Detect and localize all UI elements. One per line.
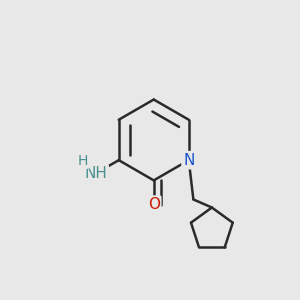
Text: N: N xyxy=(183,153,194,168)
Text: O: O xyxy=(148,197,160,212)
Text: H: H xyxy=(78,154,88,168)
Text: NH: NH xyxy=(84,166,107,181)
